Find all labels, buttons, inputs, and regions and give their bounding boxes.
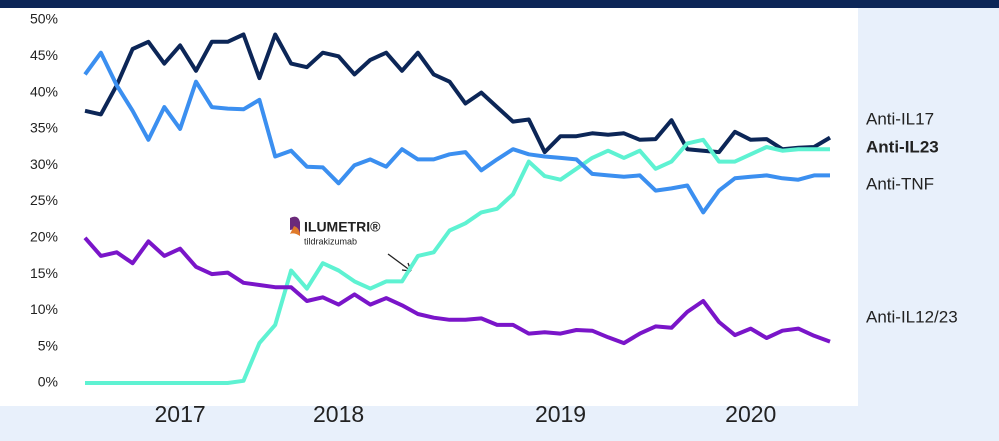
header-band <box>0 0 999 8</box>
y-tick-label: 25% <box>30 192 58 208</box>
x-tick-label: 2019 <box>535 401 586 427</box>
x-tick-label: 2017 <box>155 401 206 427</box>
y-tick-label: 45% <box>30 47 58 63</box>
y-tick-label: 0% <box>38 374 58 390</box>
x-tick-label: 2018 <box>313 401 364 427</box>
plot-panel <box>0 8 858 406</box>
generic-label: tildrakizumab <box>304 236 357 246</box>
x-tick-label: 2020 <box>725 401 776 427</box>
y-tick-label: 35% <box>30 120 58 136</box>
series-line <box>83 50 830 215</box>
y-tick-label: 50% <box>30 11 58 27</box>
series-line <box>83 236 831 346</box>
y-tick-label: 15% <box>30 265 58 281</box>
legend-label: Anti-IL12/23 <box>866 307 958 326</box>
y-tick-label: 20% <box>30 229 58 245</box>
series-line <box>84 32 832 155</box>
y-tick-label: 30% <box>30 156 58 172</box>
y-tick-label: 5% <box>38 337 58 353</box>
arrow-line <box>387 253 412 272</box>
series-line <box>85 137 830 385</box>
y-tick-label: 10% <box>30 301 58 317</box>
legend-label: Anti-TNF <box>866 174 934 193</box>
y-tick-label: 40% <box>30 83 58 99</box>
legend-label: Anti-IL17 <box>866 109 934 128</box>
logo-mark <box>290 226 300 236</box>
legend-label: Anti-IL23 <box>866 137 939 156</box>
brand-label: ILUMETRI® <box>304 219 381 235</box>
logo: ILUMETRI® tildrakizumab <box>290 216 381 246</box>
